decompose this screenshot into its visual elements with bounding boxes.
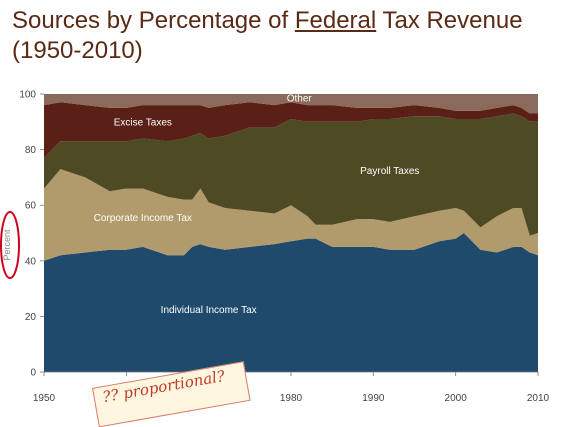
area-individual-income-tax [44,233,538,372]
area-other [44,94,538,114]
annotation-circle [0,211,20,279]
y-tick-label: 0 [30,368,36,379]
series-label-payroll-taxes: Payroll Taxes [360,166,419,177]
x-tick-label: 2000 [445,393,468,404]
series-label-excise-taxes: Excise Taxes [114,117,172,128]
slide-title: Sources by Percentage of Federal Tax Rev… [12,6,564,66]
y-tick-label: 60 [25,201,37,212]
area-payroll-taxes [44,113,538,236]
chart-areas [44,94,538,372]
y-axis-label: Percent [2,229,12,261]
series-label-corporate-income-tax: Corporate Income Tax [94,213,192,224]
chart-annotation [0,211,20,279]
title-text: Sources by Percentage of [12,7,295,34]
x-tick-label: 1980 [280,393,303,404]
x-tick-label: 2010 [527,393,550,404]
y-tick-label: 40 [25,256,37,267]
series-labels: Individual Income Tax Corporate Income Ta… [94,94,420,316]
title-underlined-word: Federal [294,7,377,34]
title-years: (1950-2010) [12,37,143,64]
area-corporate-income-tax [44,169,538,261]
series-label-other: Other [287,94,313,105]
y-tick-label: 100 [19,90,36,101]
x-tick-label: 1950 [33,393,56,404]
series-label-individual-income-tax: Individual Income Tax [161,305,257,316]
y-tick-label: 20 [25,312,37,323]
y-tick-label: 80 [25,145,37,156]
stacked-area-chart: 0204060801001950196019701980199020002010… [0,90,550,404]
area-excise-taxes [44,102,538,158]
title-text-rest: Tax Revenue [376,7,523,34]
x-tick-label: 1990 [362,393,385,404]
